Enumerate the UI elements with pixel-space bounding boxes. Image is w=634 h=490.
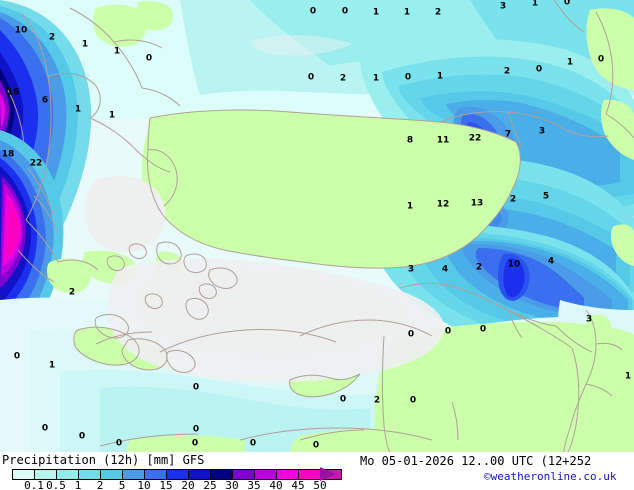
colorbar-tick-2: 2 bbox=[96, 479, 104, 490]
colorbar-tick-20: 20 bbox=[181, 479, 195, 490]
colorbar-tick-5: 5 bbox=[118, 479, 126, 490]
sea-layer bbox=[85, 35, 445, 382]
colorbar-swatch-5[interactable] bbox=[122, 469, 144, 480]
colorbar-swatch-11[interactable] bbox=[254, 469, 276, 480]
colorbar-overflow-arrow bbox=[320, 467, 336, 481]
legend-title: Precipitation (12h) [mm] GFS bbox=[2, 453, 205, 467]
map-canvas bbox=[0, 0, 634, 452]
colorbar-tick-1: 1 bbox=[74, 479, 82, 490]
colorbar-tick-35: 35 bbox=[247, 479, 261, 490]
colorbar-swatch-10[interactable] bbox=[232, 469, 254, 480]
landmass-layer bbox=[46, 1, 634, 452]
colorbar-swatch-12[interactable] bbox=[276, 469, 298, 480]
model-run-valid-time: Mo 05-01-2026 12..00 UTC (12+252 bbox=[360, 454, 592, 468]
colorbar-tick-30: 30 bbox=[225, 479, 239, 490]
colorbar-tick-0.5: 0.5 bbox=[46, 479, 66, 490]
colorbar-swatch-13[interactable] bbox=[298, 469, 320, 480]
colorbar-swatch-8[interactable] bbox=[188, 469, 210, 480]
colorbar-swatch-9[interactable] bbox=[210, 469, 232, 480]
colorbar-tick-15: 15 bbox=[159, 479, 173, 490]
colorbar-swatch-4[interactable] bbox=[100, 469, 122, 480]
colorbar-tick-40: 40 bbox=[269, 479, 283, 490]
colorbar-swatch-1[interactable] bbox=[34, 469, 56, 480]
colorbar-tick-labels: 0.1 0.5 1 2 5 10 15 20 25 30 35 40 45 50 bbox=[0, 479, 340, 490]
colorbar-swatch-0[interactable] bbox=[12, 469, 34, 480]
colorbar-swatch-6[interactable] bbox=[144, 469, 166, 480]
colorbar-swatch-3[interactable] bbox=[78, 469, 100, 480]
colorbar-tick-0.1: 0.1 bbox=[24, 479, 44, 490]
colorbar-tick-25: 25 bbox=[203, 479, 217, 490]
colorbar-tick-45: 45 bbox=[291, 479, 305, 490]
colorbar-tick-50: 50 bbox=[313, 479, 327, 490]
coastline-border-layer bbox=[7, 0, 634, 452]
copyright-credit: ©weatheronline.co.uk bbox=[484, 470, 617, 483]
colorbar-swatch-7[interactable] bbox=[166, 469, 188, 480]
colorbar-swatch-2[interactable] bbox=[56, 469, 78, 480]
colorbar-tick-10: 10 bbox=[137, 479, 151, 490]
precipitation-map[interactable]: 10 2 16 6 1 1 0 1 1 18 22 0 0 1 1 2 3 1 0 0 2 1 0 1 0 1 0 2 8 11 22 7 3 1… bbox=[0, 0, 634, 452]
